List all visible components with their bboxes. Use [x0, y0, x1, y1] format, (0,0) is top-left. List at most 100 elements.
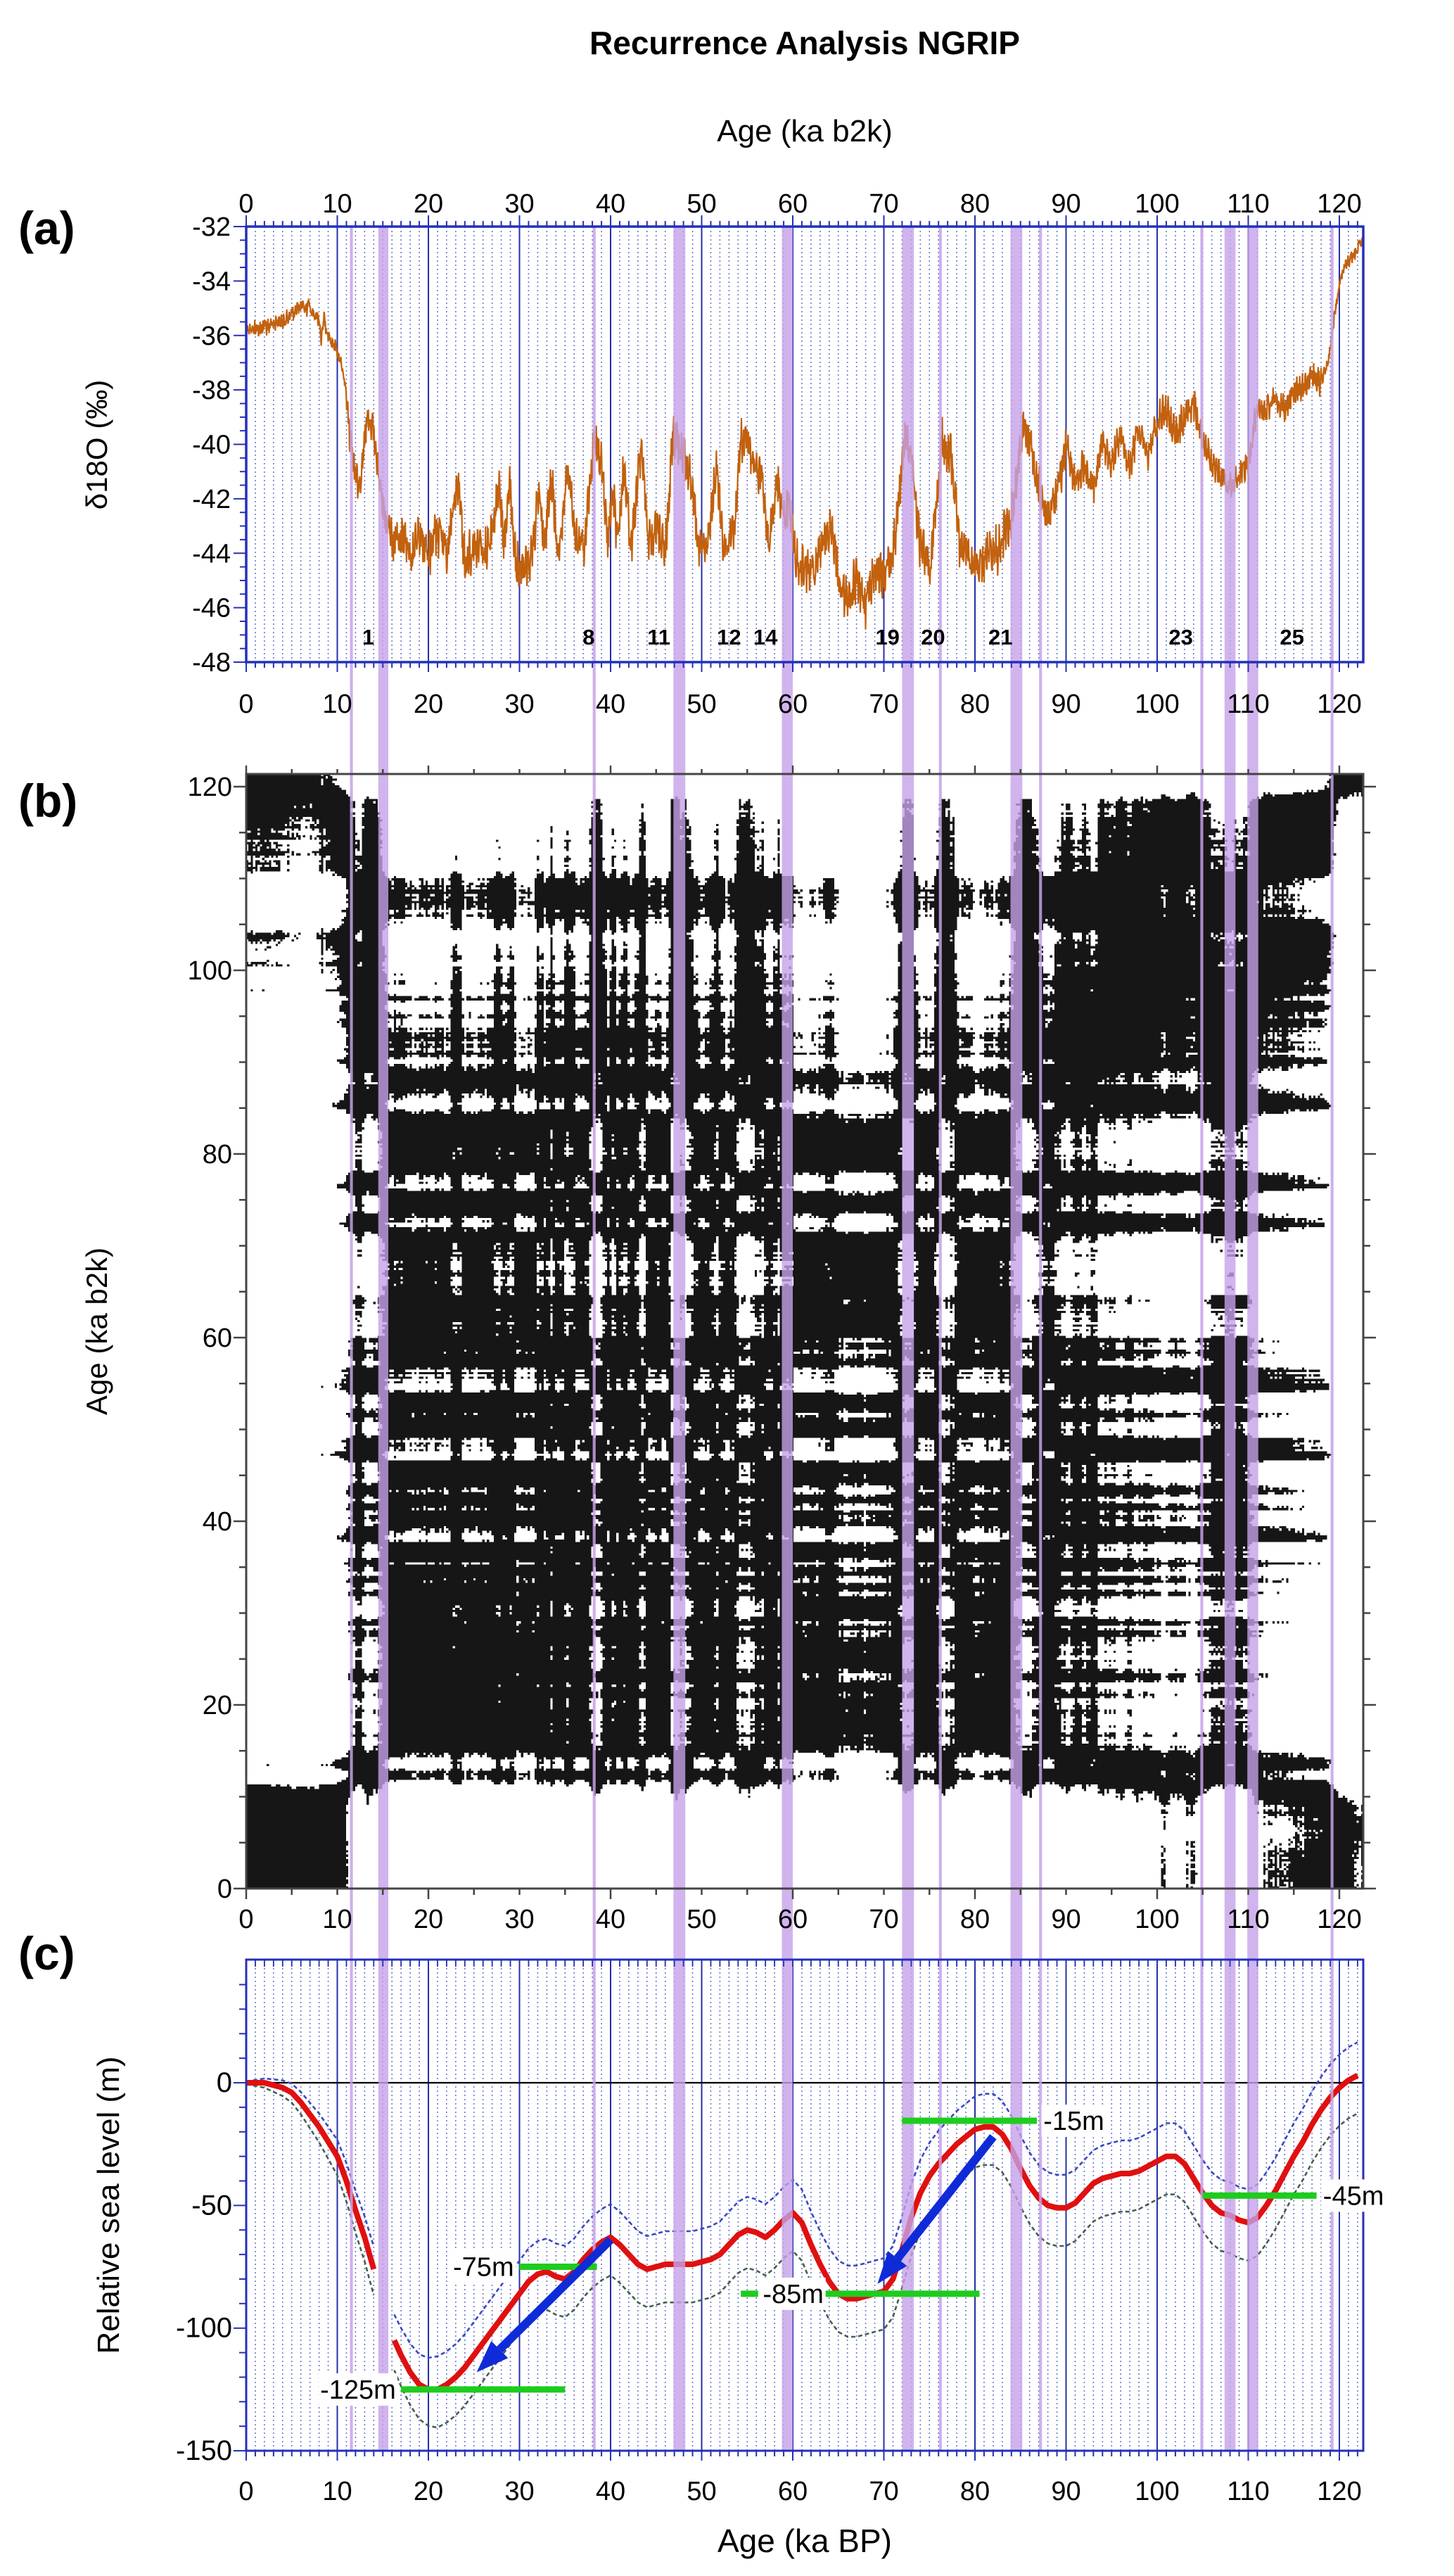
- event-band-wide: [378, 227, 389, 2451]
- interstadial-number: 12: [717, 625, 741, 649]
- event-band-thin: [592, 227, 596, 2451]
- blue-drop-arrows: [476, 2134, 997, 2373]
- event-band-thin: [1330, 227, 1334, 2451]
- green-line-label: -85m: [763, 2280, 824, 2309]
- interstadial-number: 20: [921, 625, 945, 649]
- panel-b-y-tick-label: 100: [188, 956, 232, 986]
- panel-a-x-tick-label: 40: [596, 690, 625, 719]
- panel-a-y-tick-label: -46: [192, 594, 231, 623]
- interstadial-number: 11: [647, 625, 670, 649]
- event-band-wide: [1247, 227, 1258, 2451]
- panel-a-x-tick-label: 30: [504, 690, 534, 719]
- panel-c-x-axis-title: Age (ka BP): [718, 2523, 892, 2559]
- panel-b-x-tick-label: 0: [238, 1905, 253, 1934]
- top-axis-tick-label: 80: [960, 189, 990, 219]
- green-line-label-box: [1321, 2179, 1386, 2212]
- panel-c-letter: (c): [18, 1927, 75, 1979]
- panel-a-x-tick-label: 90: [1051, 690, 1080, 719]
- panel-a-x-tick-label: 80: [960, 690, 990, 719]
- panel-a-y-tick-label: -42: [192, 485, 231, 514]
- panel-a-letter: (a): [18, 202, 75, 254]
- panel-a-x-tick-label: 0: [238, 690, 253, 719]
- panel-c-x-tick-label: 0: [238, 2477, 253, 2506]
- interstadial-number: 1: [362, 625, 374, 649]
- interstadial-number: 14: [753, 625, 778, 649]
- green-line-label-box: [1041, 2105, 1107, 2138]
- panel-b-y-tick-label: 40: [203, 1507, 232, 1537]
- panel-a-gridlines: [255, 227, 1358, 662]
- panel-a-x-tick-label: 120: [1317, 690, 1361, 719]
- panel-a-x-tick-label: 100: [1135, 690, 1179, 719]
- panel-a-x-tick-label: 20: [414, 690, 443, 719]
- figure-title: Recurrence Analysis NGRIP: [589, 25, 1020, 61]
- green-line-label: -125m: [320, 2375, 396, 2405]
- event-band-wide: [673, 227, 686, 2451]
- sea-level-drop-arrow: [497, 2236, 614, 2353]
- event-band-wide: [902, 227, 914, 2451]
- event-band-thin: [1039, 227, 1042, 2451]
- panel-c-y-axis-title: Relative sea level (m): [91, 2056, 126, 2354]
- top-axis-tick-label: 20: [414, 189, 443, 219]
- panel-c-y-tick-label: 0: [217, 2067, 232, 2098]
- panel-c-x-tick-label: 40: [596, 2477, 625, 2506]
- top-x-axis-title: Age (ka b2k): [717, 114, 893, 148]
- event-band-thin: [350, 227, 353, 2451]
- panel-b-x-tick-label: 50: [687, 1905, 716, 1934]
- green-line-label: -45m: [1323, 2181, 1384, 2211]
- event-band-wide: [1010, 227, 1023, 2451]
- panel-a-y-tick-label: -38: [192, 376, 231, 405]
- panel-a-x-tick-label: 50: [687, 690, 716, 719]
- recurrence-plot-canvas: [246, 774, 1363, 1889]
- panel-b-letter: (b): [18, 775, 78, 827]
- panel-c-y-tick-label: -50: [191, 2190, 232, 2221]
- panel-c-x-tick-label: 20: [414, 2477, 443, 2506]
- top-axis-tick-label: 10: [322, 189, 352, 219]
- panel-b-x-tick-label: 90: [1051, 1905, 1080, 1934]
- panel-c-x-tick-label: 50: [687, 2477, 716, 2506]
- top-axis-tick-label: 90: [1051, 189, 1080, 219]
- top-axis-tick-label: 70: [869, 189, 898, 219]
- panel-c-x-tick-label: 30: [504, 2477, 534, 2506]
- panel-b-x-tick-label: 100: [1135, 1905, 1179, 1934]
- panel-a-x-tick-label: 70: [869, 690, 898, 719]
- top-axis-tick-label: 60: [778, 189, 808, 219]
- green-line-label-box: [318, 2373, 397, 2406]
- panel-b-x-tick-label: 80: [960, 1905, 990, 1934]
- event-band-wide: [1224, 227, 1236, 2451]
- event-band-thin: [938, 227, 942, 2451]
- top-axis-tick-label: 30: [504, 189, 534, 219]
- interstadial-event-numbers: 1 8 11 12 14 19 20 21 23 25: [362, 625, 1304, 649]
- panel-b-y-tick-label: 80: [203, 1140, 232, 1169]
- panel-b-y-axis-title: Age (ka b2k): [80, 1247, 113, 1416]
- panel-c-y-tick-label: -150: [176, 2435, 232, 2466]
- panel-a-y-tick-label: -36: [192, 322, 231, 351]
- panel-b-x-tick-label: 120: [1317, 1905, 1361, 1934]
- panel-a-y-axis-title: δ18O (‰): [80, 379, 113, 510]
- tick-labels: 0000101010102020202030303030404040405050…: [176, 189, 1362, 2506]
- interstadial-number: 19: [875, 625, 899, 649]
- sea-level-curve: [246, 2073, 1359, 2392]
- panel-a-y-tick-label: -48: [192, 648, 231, 678]
- panel-a-y-tick-label: -44: [192, 539, 231, 569]
- panel-b-x-tick-label: 10: [322, 1905, 352, 1934]
- interstadial-number: 21: [988, 625, 1012, 649]
- green-line-label-box: [451, 2250, 516, 2283]
- top-axis-tick-label: 120: [1317, 189, 1361, 219]
- panel-c-x-tick-label: 80: [960, 2477, 990, 2506]
- event-highlight-bands: [350, 227, 1334, 2451]
- green-line-label: -75m: [453, 2253, 514, 2283]
- panel-c-x-tick-label: 110: [1227, 2477, 1270, 2506]
- panel-c-y-tick-label: -100: [176, 2313, 232, 2344]
- panel-b-y-tick-label: 20: [203, 1691, 232, 1720]
- top-axis-tick-label: 50: [687, 189, 716, 219]
- panel-c-x-tick-label: 100: [1135, 2477, 1179, 2506]
- arrow-head: [476, 2341, 509, 2373]
- top-axis-tick-label: 0: [238, 189, 253, 219]
- top-axis-tick-label: 100: [1135, 189, 1179, 219]
- event-band-wide: [782, 227, 793, 2451]
- panel-b-y-tick-label: 0: [217, 1874, 232, 1904]
- panel-a-x-tick-label: 60: [778, 690, 808, 719]
- panel-b-x-tick-label: 70: [869, 1905, 898, 1934]
- top-axis-tick-label: 40: [596, 189, 625, 219]
- panel-a-d18o-series: [246, 237, 1363, 630]
